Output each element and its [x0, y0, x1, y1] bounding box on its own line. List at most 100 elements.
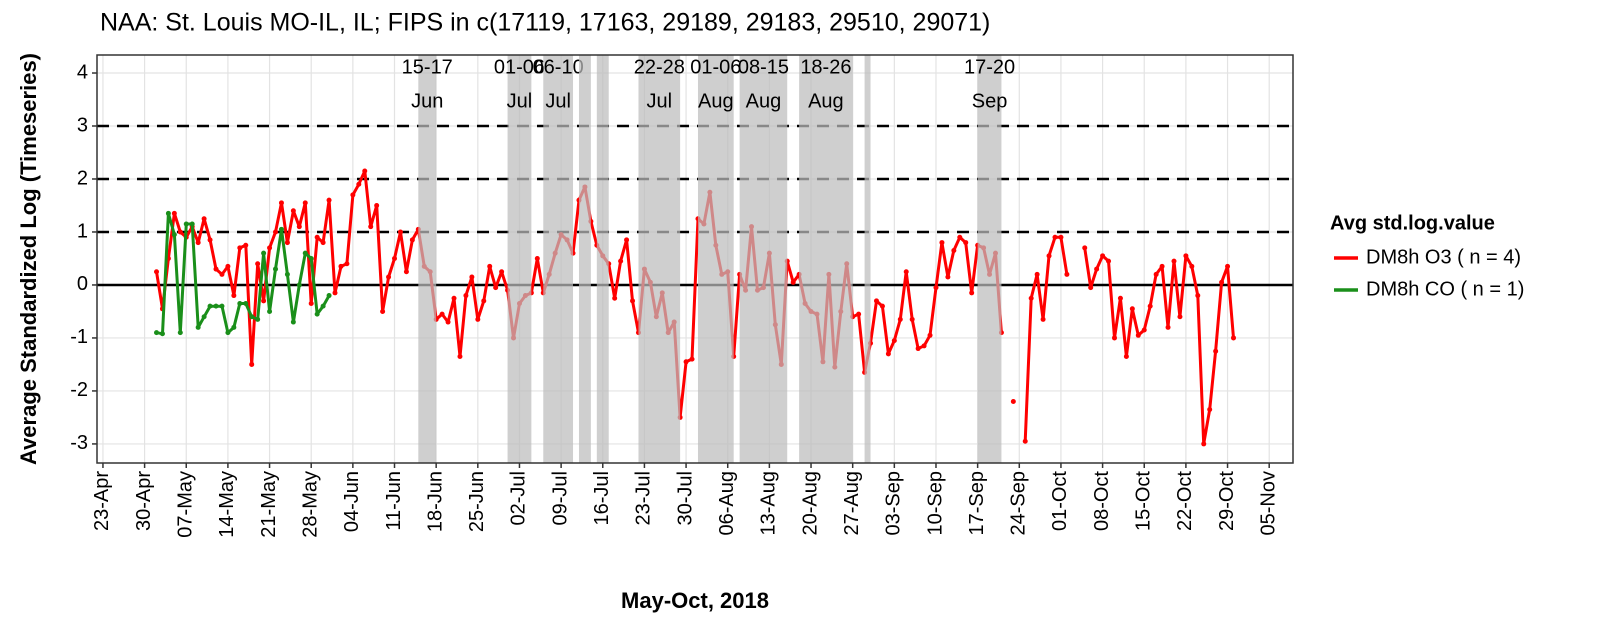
- data-point: [284, 240, 290, 246]
- data-point: [278, 200, 284, 206]
- data-point: [499, 269, 505, 275]
- data-point: [1159, 263, 1165, 269]
- data-point: [243, 242, 249, 248]
- data-point: [171, 232, 177, 238]
- band-label: 01-06: [690, 56, 741, 78]
- data-point: [207, 303, 213, 309]
- x-tick-label: 08-Oct: [1091, 471, 1113, 531]
- data-point: [1141, 327, 1147, 333]
- data-point: [1123, 353, 1129, 359]
- data-point: [159, 331, 165, 337]
- data-point: [534, 255, 540, 261]
- x-tick-label: 15-Oct: [1133, 471, 1155, 531]
- data-point: [314, 311, 320, 317]
- legend-title: Avg std.log.value: [1330, 212, 1495, 234]
- x-tick-label: 10-Sep: [924, 471, 946, 536]
- band-label: Jun: [411, 90, 443, 112]
- data-point: [326, 197, 332, 203]
- data-point: [1022, 438, 1028, 444]
- data-point: [951, 248, 957, 254]
- data-point: [177, 229, 183, 235]
- data-point: [332, 290, 338, 296]
- data-point: [1201, 441, 1207, 447]
- data-point: [249, 361, 255, 367]
- y-axis-title: Average Standardized Log (Timeseries): [16, 53, 41, 465]
- data-point: [374, 202, 380, 208]
- data-point: [1010, 399, 1016, 405]
- data-point: [1094, 266, 1100, 272]
- data-point: [897, 316, 903, 322]
- data-point: [201, 216, 207, 222]
- data-point: [213, 303, 219, 309]
- x-tick-label: 23-Jul: [633, 471, 655, 525]
- highlight-band: [977, 55, 1002, 463]
- data-point: [1034, 271, 1040, 277]
- data-point: [320, 240, 326, 246]
- data-point: [261, 298, 267, 304]
- x-tick-label: 05-Nov: [1257, 471, 1279, 535]
- band-label: Sep: [972, 90, 1008, 112]
- data-point: [255, 316, 261, 322]
- highlight-band: [418, 55, 437, 463]
- data-point: [1183, 253, 1189, 259]
- data-point: [1153, 271, 1159, 277]
- band-label: Jul: [647, 90, 673, 112]
- highlight-band: [739, 55, 788, 463]
- band-label: Aug: [746, 90, 782, 112]
- data-point: [362, 168, 368, 174]
- data-point: [207, 237, 213, 243]
- data-point: [1171, 258, 1177, 264]
- data-point: [302, 200, 308, 206]
- data-point: [945, 274, 951, 280]
- y-tick-label: 1: [77, 220, 88, 242]
- data-point: [296, 224, 302, 230]
- x-tick-label: 02-Jul: [508, 471, 530, 525]
- x-tick-label: 06-Aug: [716, 471, 738, 536]
- data-point: [320, 303, 326, 309]
- x-tick-label: 22-Oct: [1174, 471, 1196, 531]
- x-tick-label: 30-Apr: [133, 471, 155, 531]
- data-point: [469, 274, 475, 280]
- data-point: [326, 293, 332, 299]
- data-point: [273, 266, 279, 272]
- band-label: Aug: [698, 90, 734, 112]
- data-point: [290, 208, 296, 214]
- data-point: [338, 263, 344, 269]
- data-point: [225, 263, 231, 269]
- x-tick-label: 14-May: [216, 471, 238, 538]
- highlight-band: [864, 55, 871, 463]
- band-label: 06-10: [533, 56, 584, 78]
- band-label: 15-17: [402, 56, 453, 78]
- data-point: [683, 359, 689, 365]
- data-point: [237, 301, 243, 307]
- data-point: [879, 303, 885, 309]
- data-point: [171, 210, 177, 216]
- data-point: [885, 351, 891, 357]
- data-point: [612, 295, 618, 301]
- band-label: 08-15: [738, 56, 789, 78]
- data-point: [689, 356, 695, 362]
- x-tick-label: 29-Oct: [1216, 471, 1238, 531]
- data-point: [213, 266, 219, 272]
- data-point: [1088, 285, 1094, 291]
- data-point: [1135, 332, 1141, 338]
- data-point: [939, 240, 945, 246]
- data-point: [927, 332, 933, 338]
- x-tick-label: 04-Jun: [341, 471, 363, 532]
- data-point: [314, 234, 320, 240]
- data-point: [237, 245, 243, 251]
- data-point: [403, 269, 409, 275]
- band-label: 22-28: [634, 56, 685, 78]
- data-point: [1058, 234, 1064, 240]
- plot-border: [96, 54, 1294, 464]
- data-point: [873, 298, 879, 304]
- data-point: [1213, 348, 1219, 354]
- data-point: [457, 353, 463, 359]
- x-tick-label: 07-May: [175, 471, 197, 538]
- data-point: [1100, 253, 1106, 259]
- band-label: 18-26: [800, 56, 851, 78]
- data-point: [356, 181, 362, 187]
- data-point: [350, 192, 356, 198]
- data-point: [957, 234, 963, 240]
- data-point: [969, 290, 975, 296]
